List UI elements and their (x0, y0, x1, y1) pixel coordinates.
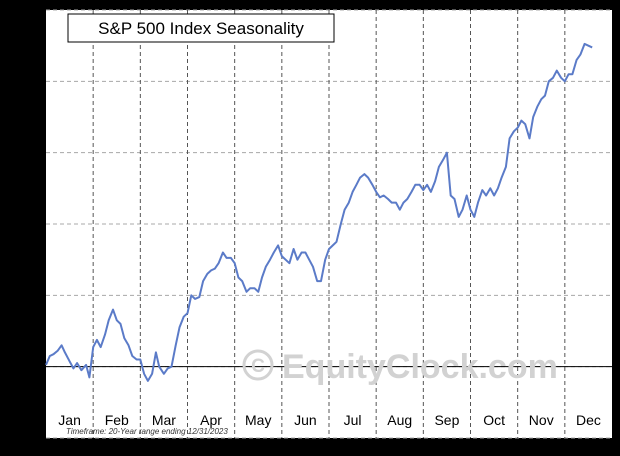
title-box (67, 13, 335, 43)
y-tick-label: -2.0% (15, 434, 41, 445)
month-label: Nov (529, 412, 554, 428)
y-tick-label: 2.0% (18, 291, 41, 302)
month-label: Jul (344, 412, 362, 428)
chart-title: S&P 500 Index Seasonality (98, 19, 304, 38)
month-label: May (245, 412, 271, 428)
month-label: Dec (576, 412, 601, 428)
month-label: Oct (483, 412, 505, 428)
y-tick-layer: -2.0% 0.0% 2.0% 4.0% 6.0% 8.0% 10.0% (13, 6, 41, 445)
watermark-copyright-glyph: C (251, 356, 265, 377)
y-tick-label: 8.0% (18, 77, 41, 88)
y-tick-label: 4.0% (18, 220, 41, 231)
month-label: Sep (434, 412, 459, 428)
month-label: Apr (200, 412, 222, 428)
y-tick-label: 0.0% (18, 363, 41, 374)
month-label: Jun (294, 412, 317, 428)
month-label: Feb (105, 412, 129, 428)
series-line (45, 42, 593, 382)
y-tick-label: 10.0% (13, 6, 41, 17)
watermark-copyright-icon (242, 349, 274, 381)
y-tick-label: 6.0% (18, 149, 41, 160)
month-label: Mar (152, 412, 176, 428)
month-label: Aug (387, 412, 412, 428)
month-label-layer: Jan Feb Mar Apr May Jun Jul Aug Sep Oct Nov Dec (58, 412, 601, 428)
watermark-layer: C EquityClock.com (242, 348, 558, 386)
watermark-text: EquityClock.com (282, 348, 558, 386)
month-label: Jan (58, 412, 81, 428)
timeframe-footnote: Timeframe: 20-Year range ending 12/31/20… (66, 427, 228, 436)
